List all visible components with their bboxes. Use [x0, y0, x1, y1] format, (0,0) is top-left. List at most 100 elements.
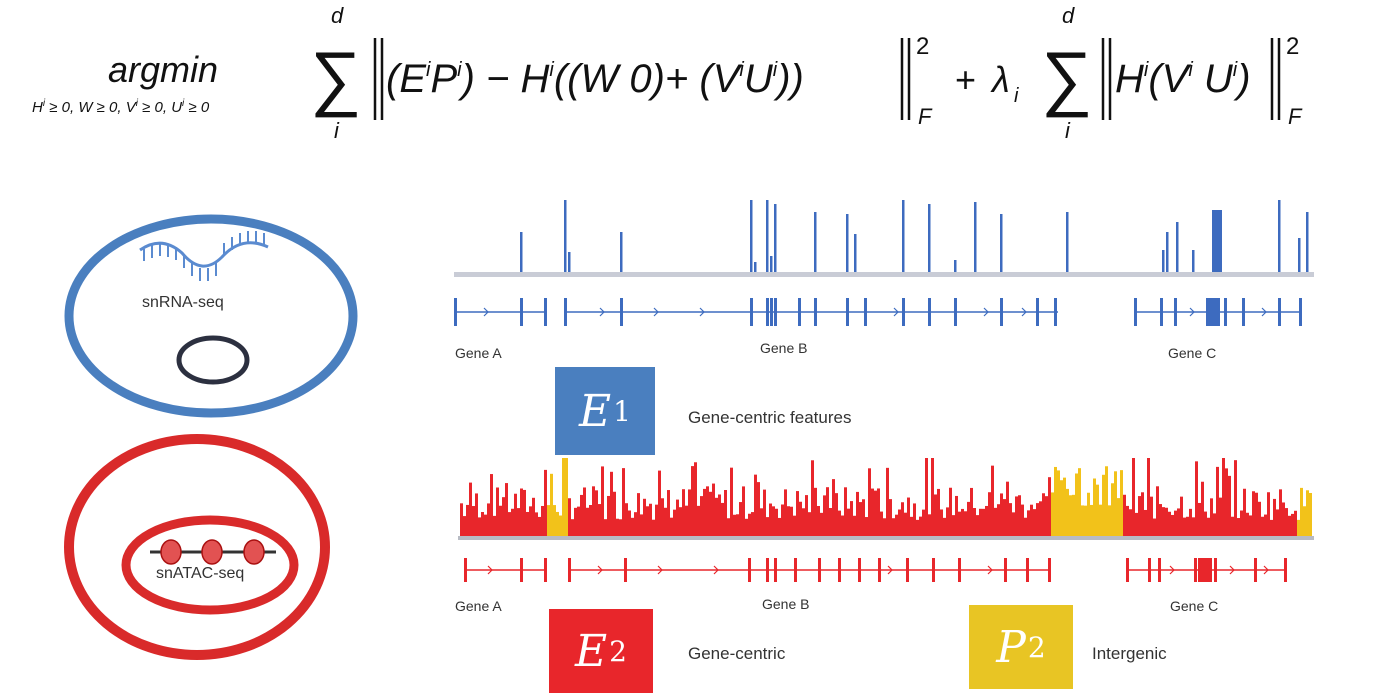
rna-exon [1036, 298, 1039, 326]
atac-genic-peak [817, 505, 820, 536]
atac-genic-peak [616, 518, 619, 536]
atac-genic-peak [949, 487, 952, 536]
atac-genic-peak [832, 479, 835, 536]
atac-genic-peak [793, 515, 796, 536]
rna-exon [564, 298, 567, 326]
atac-genic-peak [1018, 495, 1021, 536]
atac-genic-peak [502, 497, 505, 536]
atac-genic-peak [634, 512, 637, 536]
atac-genic-peak [937, 488, 940, 536]
atac-genic-peak [1162, 507, 1165, 536]
atac-genic-peak [646, 506, 649, 536]
atac-genic-peak [958, 511, 961, 536]
atac-genic-peak [889, 499, 892, 536]
atac-genic-peak [541, 505, 544, 536]
rna-peak [1212, 210, 1222, 272]
atac-genic-peak [1234, 460, 1237, 536]
atac-genic-peak [790, 506, 793, 536]
atac-genic-peak [478, 517, 481, 536]
atac-genic-peak [724, 489, 727, 536]
atac-intergenic-peak [1093, 478, 1096, 536]
rna-track-panel [454, 190, 1314, 350]
snatac-seq-label: snATAC-seq [156, 565, 245, 582]
atac-genic-peak [727, 518, 730, 536]
rna-exon [864, 298, 867, 326]
atac-genic-peak [1180, 496, 1183, 536]
atac-genic-peak [691, 466, 694, 536]
e1-description: Gene-centric features [688, 408, 852, 427]
atac-genic-peak [505, 483, 508, 536]
norm2-body: Hi(Vi Ui) [1115, 57, 1251, 101]
rna-peak [1176, 222, 1179, 272]
formula-svg: argmin Hi ≥ 0, W ≥ 0, Vi ≥ 0, Ui ≥ 0 d ∑… [32, 3, 1303, 143]
rna-strand-arrow [983, 307, 989, 317]
atac-genic-peak [922, 509, 925, 536]
rna-peak [814, 212, 817, 272]
atac-genic-peak [1150, 496, 1153, 536]
objective-formula: argmin Hi ≥ 0, W ≥ 0, Vi ≥ 0, Ui ≥ 0 d ∑… [0, 0, 1400, 160]
atac-genic-peak [1243, 488, 1246, 536]
atac-genic-peak [778, 517, 781, 536]
atac-genic-peak [1258, 501, 1261, 536]
atac-exon [766, 558, 769, 582]
atac-genic-peak [1225, 468, 1228, 536]
atac-genic-peak [475, 493, 478, 536]
atac-exon [544, 558, 547, 582]
rna-peak [902, 200, 905, 272]
atac-genic-peak [1183, 517, 1186, 536]
rna-peak [1166, 232, 1169, 272]
atac-genic-peak [835, 493, 838, 536]
rna-peak [1000, 214, 1003, 272]
atac-exon [818, 558, 821, 582]
p2-subscript: 2 [1027, 630, 1046, 664]
e1-subscript: 1 [613, 394, 631, 428]
rna-coverage-track [454, 200, 1314, 326]
rna-peak [568, 252, 571, 272]
atac-genic-peak [883, 518, 886, 536]
atac-genic-peak [814, 487, 817, 536]
atac-strand-arrow [1169, 565, 1175, 575]
atac-genic-peak [661, 498, 664, 536]
atac-genic-peak [613, 491, 616, 536]
atac-genic-peak [1033, 509, 1036, 536]
atac-intergenic-peak [1084, 505, 1087, 536]
atac-genic-peak [763, 489, 766, 536]
rna-peak [1298, 238, 1301, 272]
atac-genic-peak [946, 507, 949, 536]
e1-letter: E [579, 385, 612, 437]
constraint-text: Hi ≥ 0, W ≥ 0, Vi ≥ 0, Ui ≥ 0 [32, 98, 210, 116]
atac-genic-peak [868, 468, 871, 536]
atac-genic-peak [1000, 493, 1003, 536]
atac-genic-peak [787, 506, 790, 536]
cells-svg [64, 214, 358, 660]
atac-genic-peak [535, 512, 538, 536]
atac-genic-peak [745, 518, 748, 536]
norm1-subscript: F [918, 104, 933, 129]
atac-genic-peak [1129, 509, 1132, 536]
atac-genic-peak [481, 512, 484, 536]
atac-genic-peak [577, 506, 580, 536]
atac-genic-peak [766, 517, 769, 536]
rna-exon [798, 298, 801, 326]
atac-genic-peak [1141, 492, 1144, 536]
atac-genic-peak [1222, 456, 1225, 536]
atac-genic-peak [514, 493, 517, 536]
atac-genic-peak [943, 517, 946, 536]
atac-genic-peak [622, 468, 625, 536]
atac-genic-peak [805, 495, 808, 536]
atac-genic-peak [1204, 511, 1207, 536]
atac-genic-peak [892, 518, 895, 536]
atac-genic-peak [1252, 491, 1255, 536]
atac-intergenic-peak [1066, 488, 1069, 536]
atac-genic-peak [631, 517, 634, 536]
rna-strand-arrow [599, 307, 605, 317]
atac-genic-peak [1171, 514, 1174, 536]
atac-genic-peak [673, 509, 676, 536]
atac-genic-peak [1282, 502, 1285, 536]
atac-genic-peak [499, 505, 502, 536]
rna-exon [620, 298, 623, 326]
atac-intergenic-peak [1111, 483, 1114, 536]
nucleosome-icons [160, 539, 265, 565]
